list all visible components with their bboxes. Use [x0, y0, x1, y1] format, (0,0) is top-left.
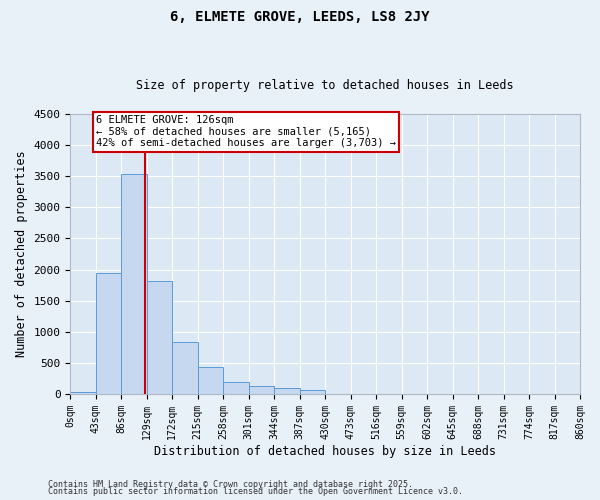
Bar: [172, 342, 197, 394]
Y-axis label: Number of detached properties: Number of detached properties: [15, 150, 28, 358]
Bar: [249, 386, 274, 394]
Bar: [198, 367, 223, 394]
Text: Contains public sector information licensed under the Open Government Licence v3: Contains public sector information licen…: [48, 488, 463, 496]
Bar: [96, 272, 121, 394]
Bar: [70, 392, 95, 394]
Bar: [300, 390, 325, 394]
Title: Size of property relative to detached houses in Leeds: Size of property relative to detached ho…: [136, 79, 514, 92]
Bar: [274, 388, 299, 394]
Bar: [223, 382, 248, 394]
Bar: [121, 174, 146, 394]
Text: 6, ELMETE GROVE, LEEDS, LS8 2JY: 6, ELMETE GROVE, LEEDS, LS8 2JY: [170, 10, 430, 24]
Text: 6 ELMETE GROVE: 126sqm
← 58% of detached houses are smaller (5,165)
42% of semi-: 6 ELMETE GROVE: 126sqm ← 58% of detached…: [96, 115, 396, 148]
Bar: [147, 280, 172, 394]
X-axis label: Distribution of detached houses by size in Leeds: Distribution of detached houses by size …: [154, 444, 496, 458]
Text: Contains HM Land Registry data © Crown copyright and database right 2025.: Contains HM Land Registry data © Crown c…: [48, 480, 413, 489]
